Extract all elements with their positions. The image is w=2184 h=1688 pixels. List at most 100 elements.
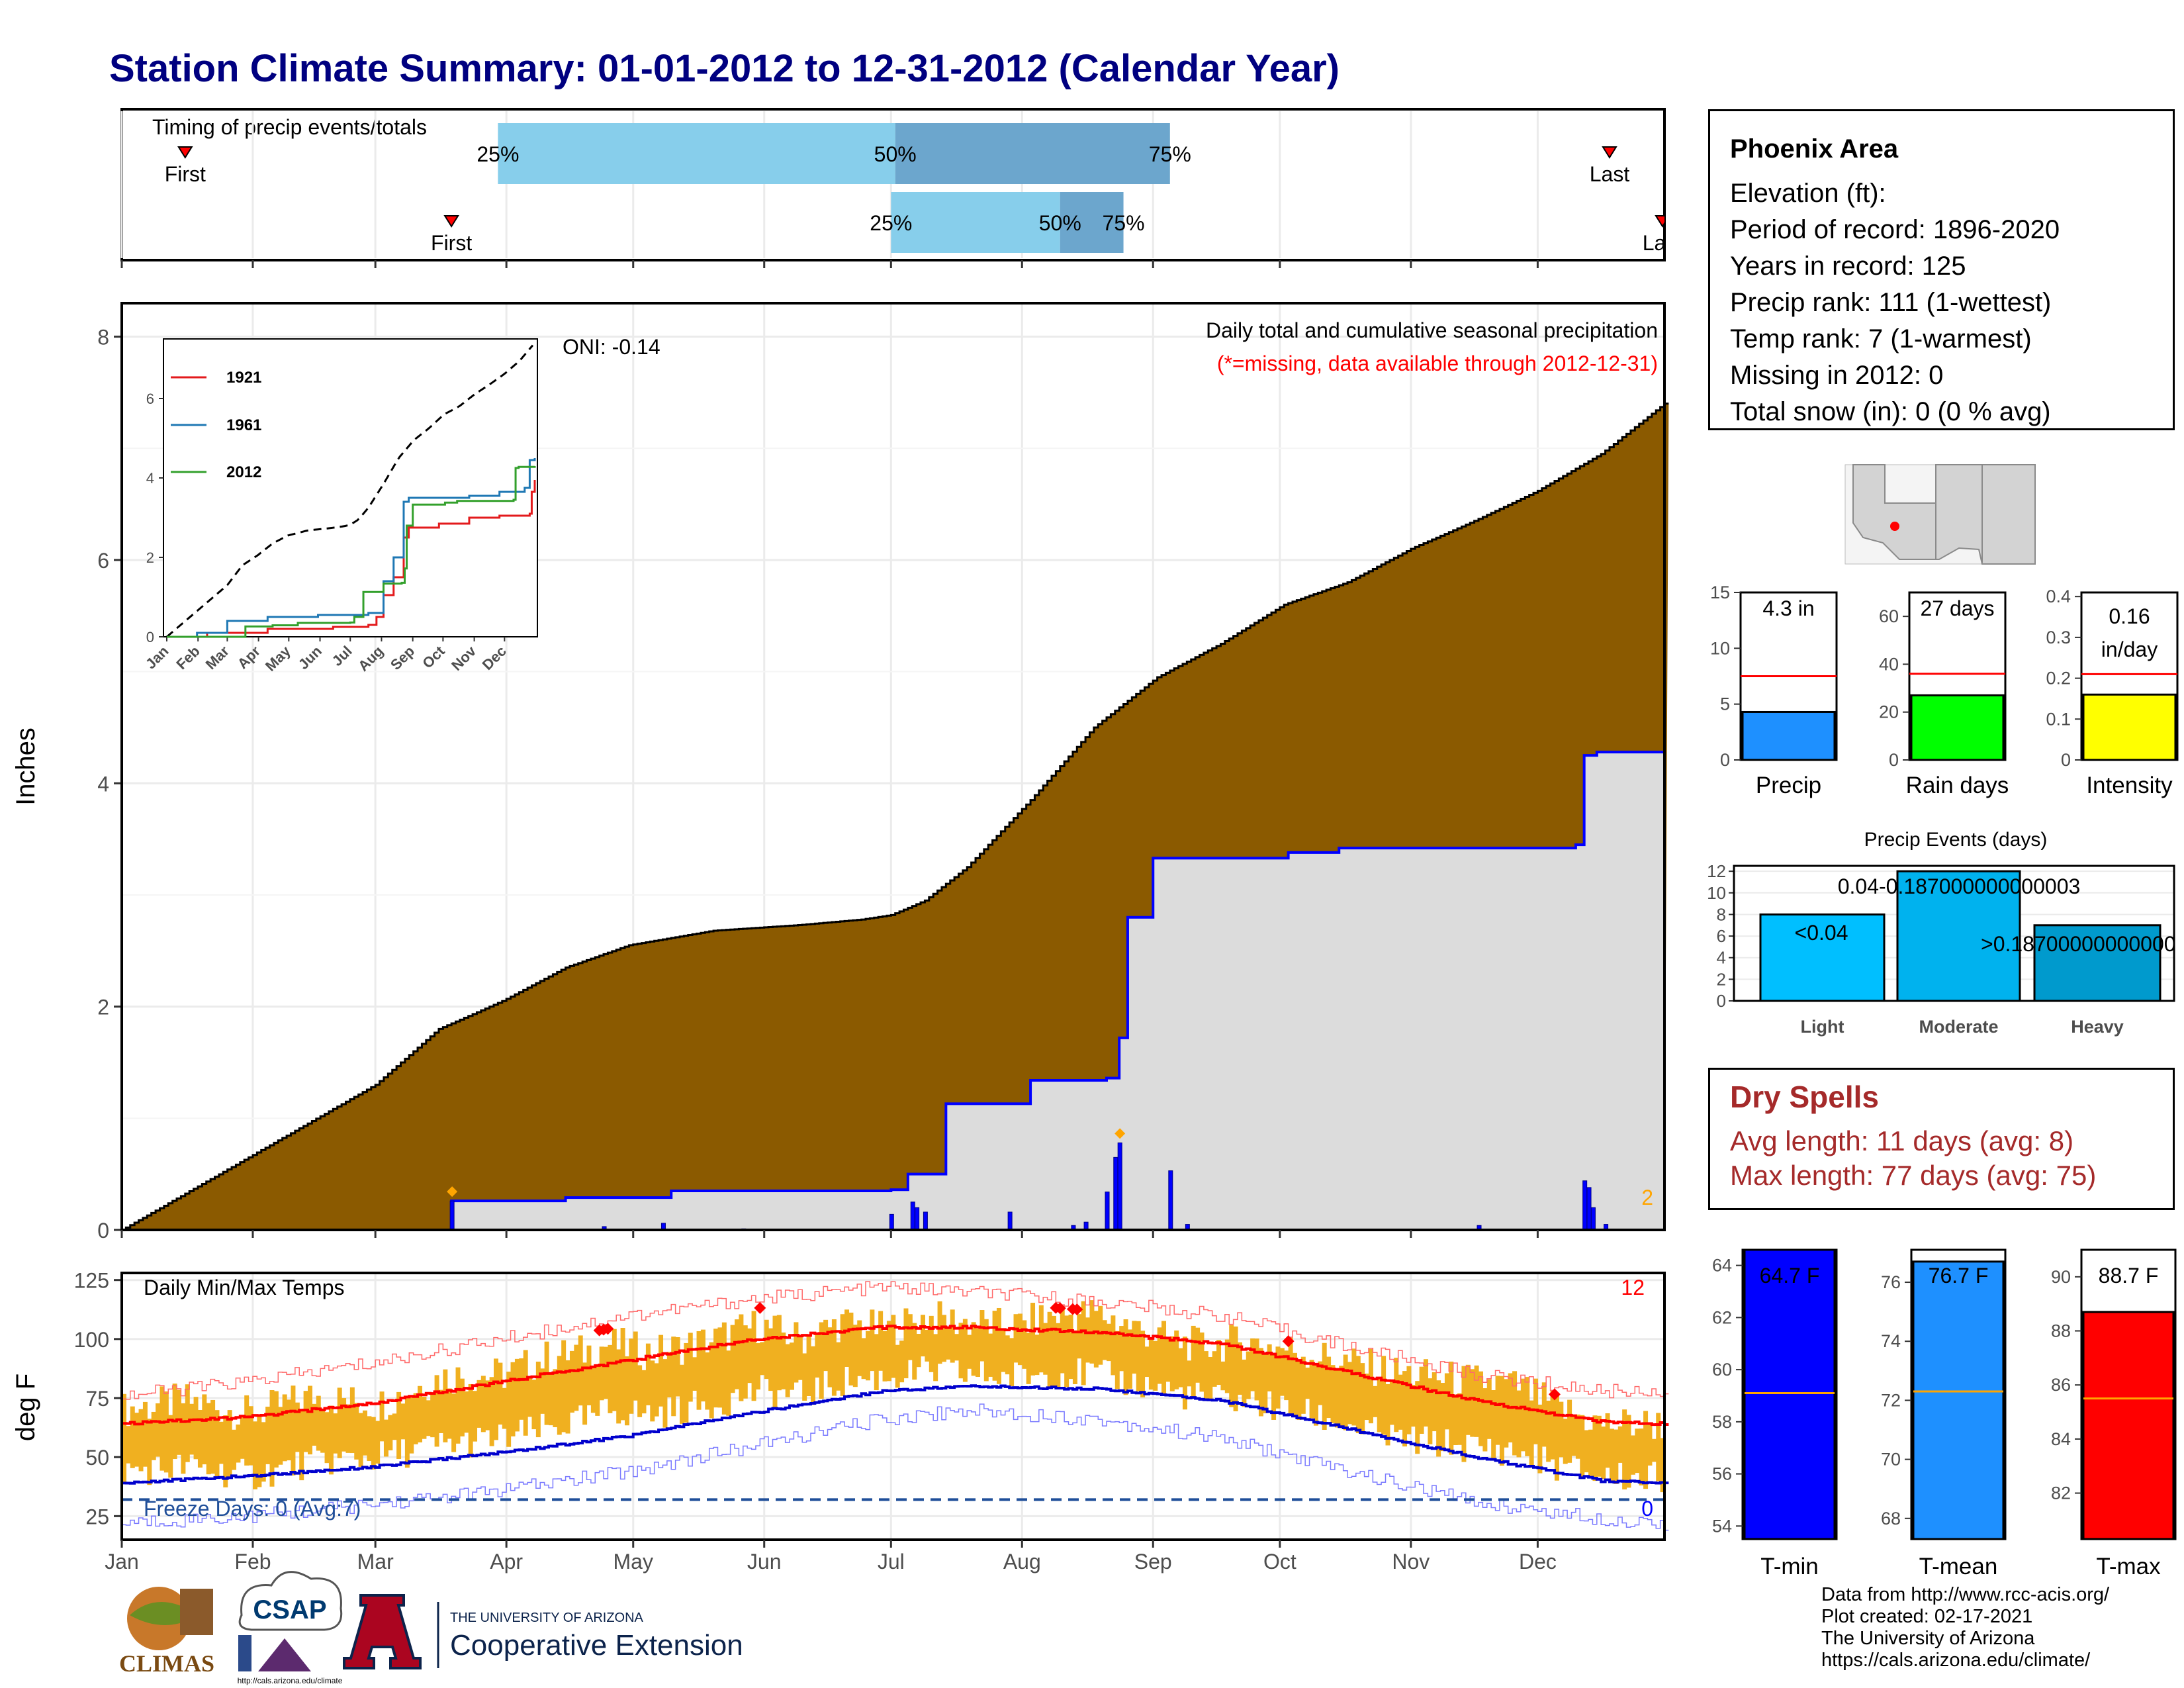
- daily-temp-range-bar: [730, 1325, 735, 1393]
- daily-temp-range-bar: [1355, 1356, 1361, 1434]
- events-title: Precip Events (days): [1864, 829, 2048, 851]
- info-elevation: Elevation (ft):: [1730, 179, 1886, 208]
- daily-temp-range-bar: [1013, 1314, 1019, 1363]
- daily-temp-range-bar: [468, 1383, 473, 1458]
- daily-precip-bar: [923, 1211, 928, 1231]
- daily-temp-range-bar: [413, 1393, 418, 1444]
- daily-temp-range-bar: [1224, 1339, 1230, 1393]
- daily-temp-range-bar: [797, 1337, 803, 1380]
- daily-temp-range-bar: [240, 1415, 245, 1459]
- daily-temp-range-bar: [836, 1342, 841, 1391]
- daily-temp-range-bar: [1432, 1372, 1437, 1432]
- daily-temp-range-bar: [1326, 1356, 1332, 1419]
- temp-summary-y-tick-label: 86: [2051, 1375, 2071, 1395]
- daily-temp-range-bar: [443, 1369, 448, 1442]
- daily-temp-range-bar: [810, 1346, 815, 1405]
- daily-precip-bar: [1113, 1156, 1118, 1231]
- daily-temp-range-bar: [1647, 1424, 1653, 1466]
- daily-temp-range-bar: [950, 1309, 955, 1363]
- record-high-marker-icon: [1548, 1388, 1561, 1401]
- daily-temp-range-bar: [954, 1334, 960, 1361]
- precip-frame: [120, 302, 1666, 1231]
- map-region: [1852, 464, 2036, 565]
- daily-temp-range-bar: [1609, 1429, 1614, 1481]
- daily-temp-range-bar: [1309, 1360, 1314, 1419]
- daily-temp-range-bar: [438, 1389, 443, 1434]
- temp-summary-y-tick-label: 90: [2051, 1267, 2071, 1287]
- daily-temp-range-bar: [523, 1350, 528, 1436]
- daily-temp-range-bar: [967, 1335, 972, 1369]
- daily-temp-range-bar: [700, 1329, 705, 1402]
- oni-label: ONI: -0.14: [563, 335, 660, 359]
- daily-temp-range-bar: [992, 1311, 997, 1381]
- precip-y-tick-label: 6: [97, 549, 109, 573]
- summary-y-tick-label: 5: [1720, 694, 1730, 714]
- daily-temp-range-bar: [130, 1406, 135, 1468]
- daily-temp-range-bar: [1364, 1374, 1369, 1421]
- daily-temp-range-bar: [781, 1333, 786, 1389]
- daily-temp-range-bar: [717, 1327, 723, 1408]
- daily-temp-range-bar: [493, 1358, 498, 1440]
- daily-temp-range-bar: [426, 1400, 431, 1436]
- max-precip-marker-icon: [447, 1186, 458, 1197]
- daily-temp-range-bar: [557, 1356, 562, 1435]
- daily-precip-bar: [910, 1201, 915, 1231]
- daily-precip-bar: [1586, 1187, 1592, 1231]
- events-bar-label: <0.04: [1795, 921, 1848, 945]
- daily-temp-range-bar: [1318, 1361, 1323, 1405]
- daily-temp-range-bar: [464, 1391, 469, 1433]
- daily-temp-range-bar: [1622, 1409, 1627, 1490]
- daily-temp-range-bar: [886, 1321, 891, 1382]
- daily-temp-range-bar: [1098, 1305, 1103, 1365]
- daily-temp-range-bar: [878, 1311, 884, 1371]
- cumulative-2012-area: [122, 749, 1664, 1230]
- daily-temp-range-bar: [692, 1357, 698, 1391]
- daily-temp-range-bar: [569, 1350, 574, 1413]
- daily-temp-range-bar: [1410, 1385, 1416, 1427]
- month-tick-label: May: [614, 1550, 653, 1573]
- daily-temp-range-bar: [1161, 1321, 1167, 1395]
- summary-y-tick-label: 0.3: [2046, 628, 2071, 647]
- daily-temp-range-bar: [1444, 1373, 1449, 1430]
- daily-temp-range-bar: [1351, 1348, 1357, 1426]
- timing-panel: Timing of precip events/totals Avg 25% 50%…: [120, 108, 1666, 268]
- daily-temp-range-bar: [485, 1380, 490, 1430]
- daily-temp-range-bar: [823, 1319, 829, 1372]
- daily-temp-range-bar: [1546, 1400, 1551, 1462]
- month-tick-label: Feb: [234, 1550, 271, 1573]
- daily-temp-range-bar: [189, 1403, 195, 1455]
- daily-temp-range-bar: [857, 1320, 862, 1376]
- daily-temp-range-bar: [168, 1415, 173, 1478]
- daily-temp-range-bar: [1077, 1314, 1082, 1359]
- daily-temp-range-bar: [1051, 1315, 1056, 1387]
- daily-temp-range-bar: [996, 1307, 1001, 1384]
- daily-temp-range-bar: [400, 1403, 406, 1440]
- daily-temp-range-bar: [776, 1315, 782, 1391]
- daily-temp-range-bar: [751, 1311, 756, 1401]
- daily-temp-range-bar: [1639, 1428, 1644, 1486]
- daily-temp-range-bar: [134, 1413, 140, 1467]
- daily-temp-range-bar: [1453, 1394, 1458, 1445]
- dry-spells-box: Dry Spells Avg length: 11 days (avg: 8) …: [1708, 1068, 2175, 1210]
- daily-precip-bar: [889, 1213, 894, 1231]
- daily-temp-range-bar: [819, 1322, 824, 1399]
- daily-temp-range-bar: [874, 1334, 879, 1391]
- daily-temp-range-bar: [540, 1368, 545, 1414]
- summary-y-tick-label: 10: [1710, 638, 1730, 658]
- daily-temp-range-bar: [396, 1391, 402, 1459]
- daily-temp-range-bar: [679, 1364, 684, 1424]
- map-borders: [1935, 465, 1983, 563]
- daily-temp-range-bar: [1635, 1429, 1640, 1474]
- daily-temp-range-bar: [764, 1319, 769, 1380]
- summary-bar-Intensity: [2082, 693, 2177, 761]
- daily-temp-range-bar: [163, 1391, 169, 1473]
- daily-temp-range-bar: [477, 1380, 482, 1428]
- daily-temp-range-bar: [1072, 1330, 1077, 1385]
- daily-temp-range-bar: [604, 1346, 609, 1399]
- month-tick-label: Jun: [747, 1550, 782, 1573]
- daily-temp-range-bar: [988, 1333, 993, 1377]
- events-bar-Heavy: [2033, 924, 2161, 1002]
- daily-temp-range-bar: [1144, 1346, 1150, 1378]
